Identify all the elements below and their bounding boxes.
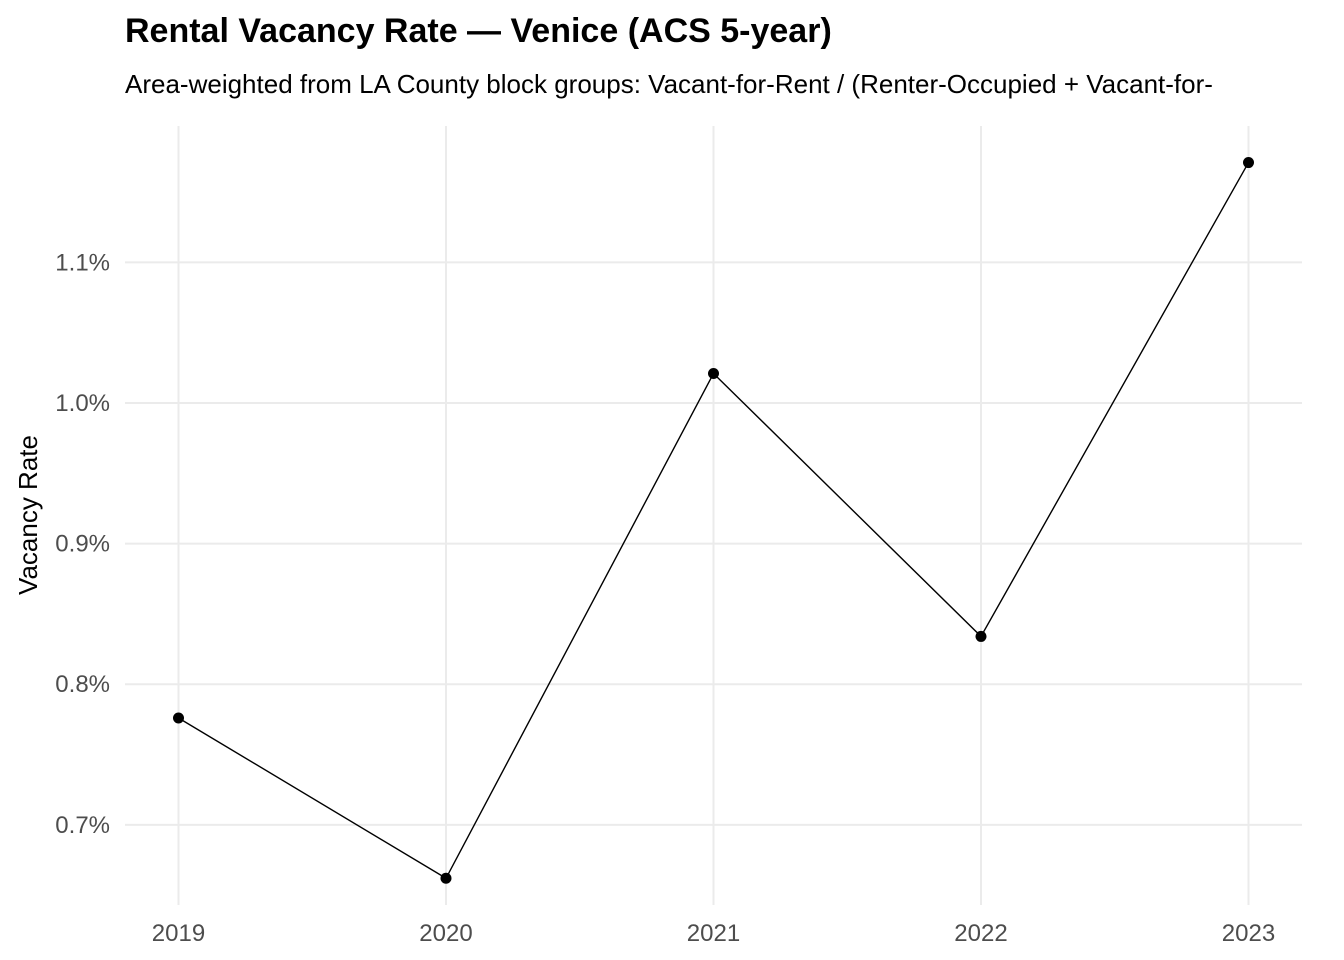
x-axis-ticks: 2019 2020 2021 2022 2023 bbox=[152, 920, 1275, 947]
x-tick-label: 2021 bbox=[687, 920, 740, 947]
data-point bbox=[708, 367, 719, 379]
y-tick-label: 1.1% bbox=[55, 249, 110, 276]
y-tick-label: 0.8% bbox=[55, 671, 110, 698]
chart-title: Rental Vacancy Rate — Venice (ACS 5-year… bbox=[125, 12, 832, 50]
y-tick-label: 0.7% bbox=[55, 812, 110, 839]
y-axis-ticks: 0.7% 0.8% 0.9% 1.0% 1.1% bbox=[55, 249, 110, 838]
series-layer bbox=[173, 157, 1254, 884]
data-point bbox=[1243, 157, 1254, 169]
x-tick-label: 2023 bbox=[1222, 920, 1275, 947]
x-tick-label: 2022 bbox=[954, 920, 1007, 947]
grid bbox=[125, 126, 1302, 905]
data-point bbox=[975, 630, 987, 642]
x-tick-label: 2019 bbox=[152, 920, 205, 947]
data-point bbox=[440, 872, 452, 884]
data-point bbox=[173, 712, 184, 724]
y-axis-label: Vacancy Rate bbox=[13, 435, 43, 595]
y-tick-label: 0.9% bbox=[55, 531, 110, 558]
chart-subtitle: Area-weighted from LA County block group… bbox=[125, 69, 1213, 99]
y-tick-label: 1.0% bbox=[55, 390, 110, 417]
x-tick-label: 2020 bbox=[419, 920, 472, 947]
